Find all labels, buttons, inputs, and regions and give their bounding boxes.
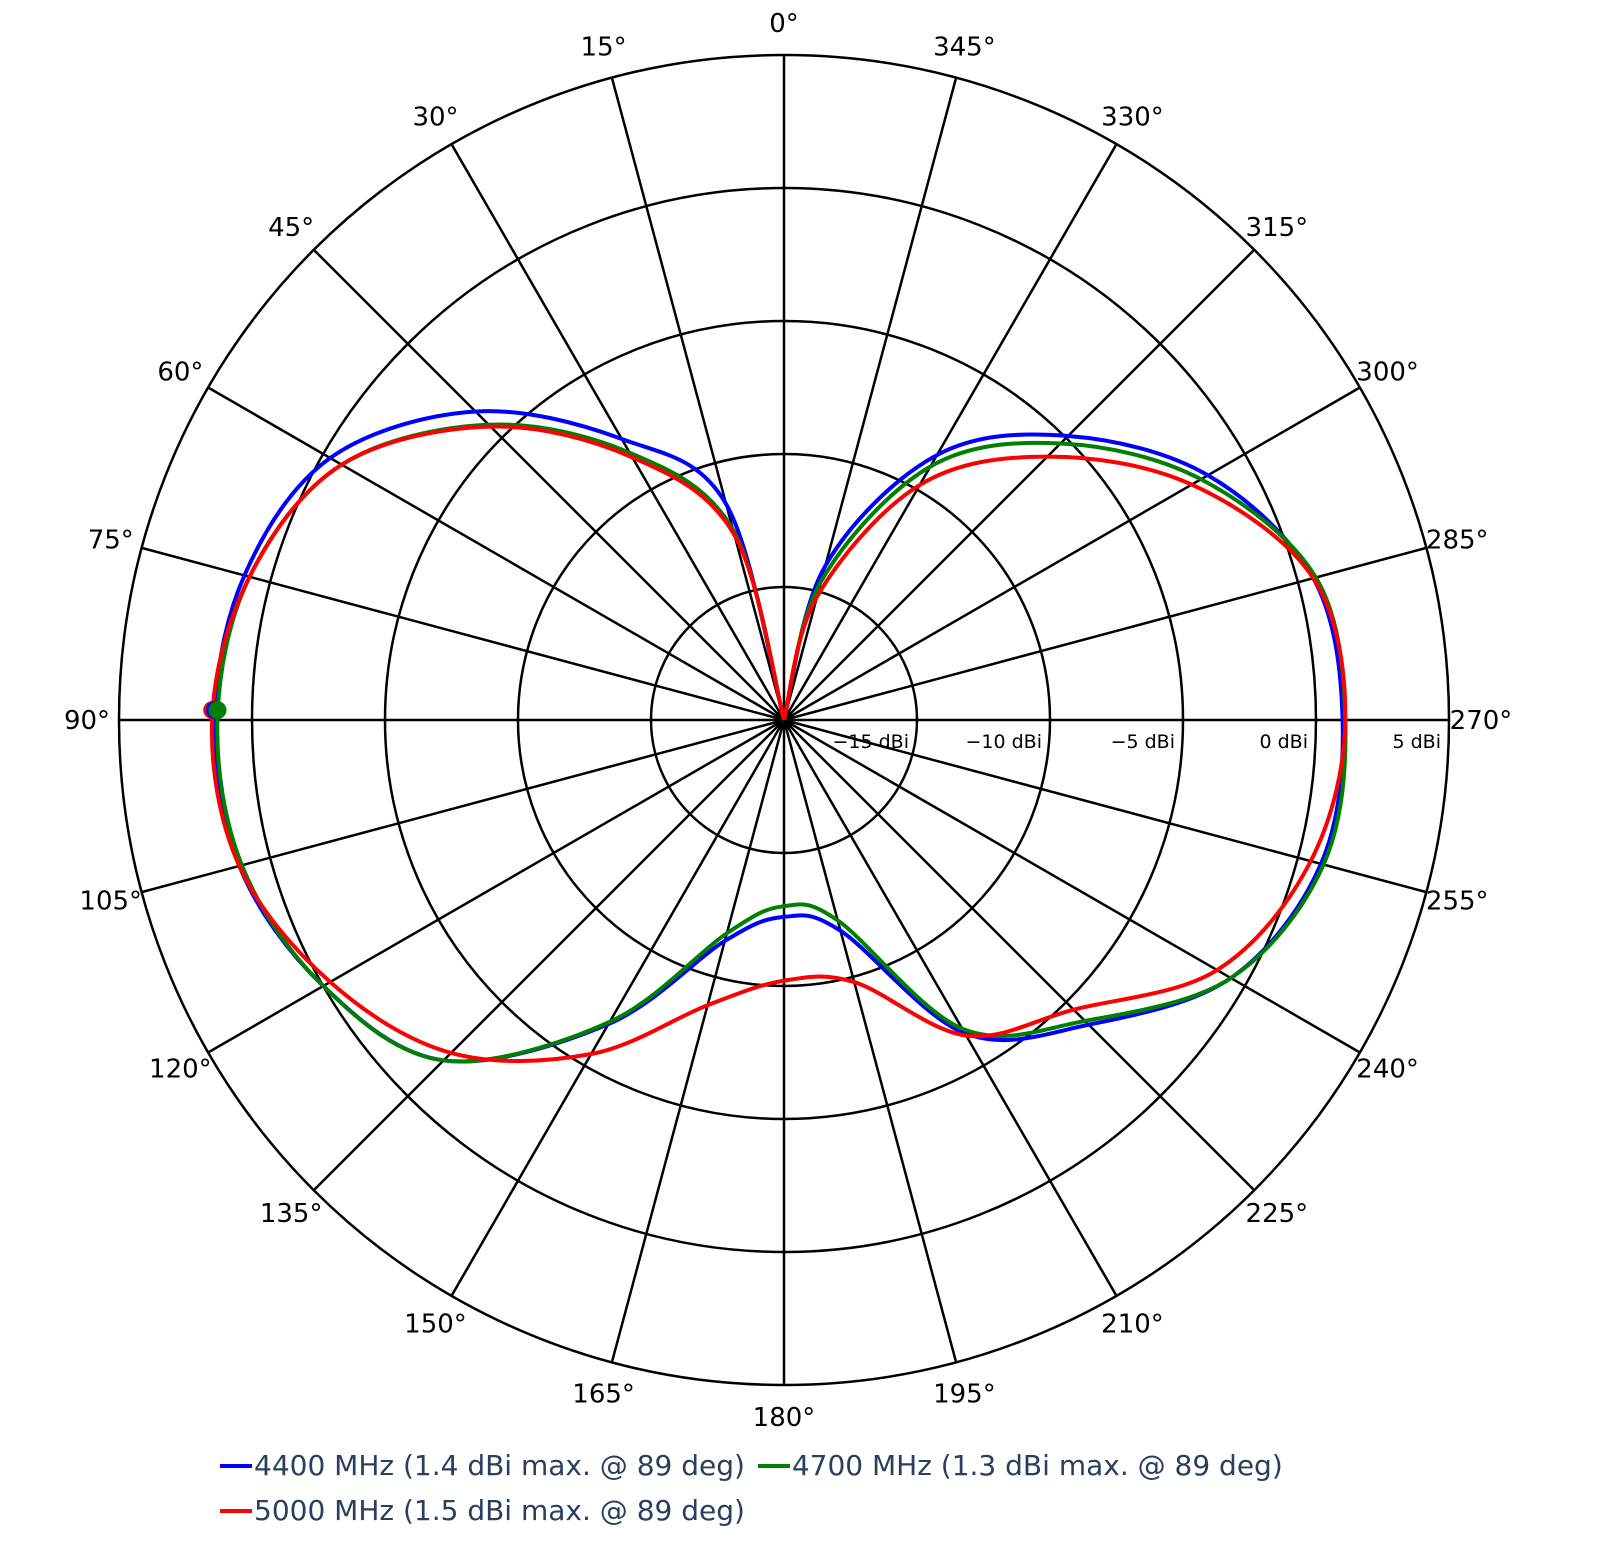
- angular-tick-label: 135°: [260, 1199, 323, 1229]
- angular-tick-label: 315°: [1246, 213, 1309, 243]
- angular-grid-spoke: [782, 77, 958, 721]
- angular-tick-label: 60°: [157, 358, 203, 388]
- legend-label: 4400 MHz (1.4 dBi max. @ 89 deg): [254, 1449, 745, 1482]
- angular-tick-label: 150°: [404, 1310, 467, 1340]
- angular-grid-spoke: [783, 386, 1361, 722]
- angular-tick-label: 105°: [79, 886, 142, 916]
- legend-swatch-icon: [220, 1509, 252, 1513]
- legend-label: 4700 MHz (1.3 dBi max. @ 89 deg): [791, 1449, 1283, 1482]
- angular-grid-spoke: [141, 546, 785, 722]
- angular-grid-spoke: [450, 719, 786, 1297]
- traces: [203, 409, 1348, 1064]
- angular-grid-spoke: [312, 719, 785, 1192]
- angular-tick-label: 45°: [268, 213, 314, 243]
- angular-tick-label: 270°: [1450, 706, 1513, 736]
- legend-item-4400[interactable]: 4400 MHz (1.4 dBi max. @ 89 deg): [220, 1447, 745, 1485]
- angular-tick-label: 210°: [1101, 1310, 1164, 1340]
- axis-labels: 0° 15° 30° 45° 60° 75° 90° 105° 120° 135° 150° 165°…: [64, 9, 1512, 1433]
- legend-label: 5000 MHz (1.5 dBi max. @ 89 deg): [254, 1494, 745, 1527]
- angular-grid-spoke: [207, 386, 785, 722]
- angular-grid-spoke: [207, 718, 785, 1054]
- angular-grid-spoke: [312, 248, 785, 721]
- legend: 4400 MHz (1.4 dBi max. @ 89 deg) 4700 MH…: [220, 1440, 1420, 1530]
- radial-tick-label: −15 dBi: [832, 731, 909, 753]
- angular-grid-spoke: [782, 719, 1118, 1297]
- angular-grid-spoke: [141, 718, 785, 894]
- angular-tick-label: 15°: [581, 33, 627, 63]
- angular-tick-label: 120°: [149, 1055, 212, 1085]
- angular-grid-spoke: [783, 248, 1256, 721]
- angular-tick-label: 30°: [412, 102, 458, 132]
- angular-tick-label: 75°: [88, 526, 134, 556]
- angular-tick-label: 345°: [933, 33, 996, 63]
- angular-tick-label: 195°: [933, 1379, 996, 1409]
- radial-tick-label: −10 dBi: [965, 731, 1042, 753]
- radial-tick-label: 5 dBi: [1392, 731, 1441, 753]
- angular-tick-label: 0°: [769, 9, 799, 39]
- angular-grid-spoke: [450, 143, 786, 721]
- angular-grid-spoke: [782, 143, 1118, 721]
- angular-grid-spoke: [782, 719, 958, 1363]
- angular-tick-label: 285°: [1426, 526, 1489, 556]
- radial-tick-label: 0 dBi: [1259, 731, 1308, 753]
- angular-grid-spoke: [783, 718, 1361, 1054]
- angular-tick-label: 90°: [64, 706, 110, 736]
- angular-tick-label: 300°: [1356, 358, 1419, 388]
- polar-chart: 0° 15° 30° 45° 60° 75° 90° 105° 120° 135° 150° 165°…: [64, 9, 1512, 1433]
- radial-tick-label: −5 dBi: [1111, 731, 1175, 753]
- angular-grid-spoke: [783, 546, 1427, 722]
- angular-tick-label: 180°: [753, 1403, 816, 1433]
- legend-swatch-icon: [220, 1464, 252, 1468]
- angular-tick-label: 255°: [1426, 886, 1489, 916]
- angular-tick-label: 330°: [1101, 102, 1164, 132]
- trace-line: [209, 424, 1348, 1063]
- angular-tick-label: 165°: [572, 1379, 635, 1409]
- angular-grid-spoke: [610, 77, 786, 721]
- angular-tick-label: 240°: [1356, 1055, 1419, 1085]
- legend-swatch-icon: [757, 1464, 790, 1468]
- legend-item-5000[interactable]: 5000 MHz (1.5 dBi max. @ 89 deg): [220, 1492, 745, 1530]
- legend-item-4700[interactable]: 4700 MHz (1.3 dBi max. @ 89 deg): [757, 1447, 1283, 1485]
- angular-grid-spoke: [783, 719, 1256, 1192]
- angular-tick-label: 225°: [1246, 1199, 1309, 1229]
- max-marker: [208, 701, 227, 720]
- angular-grid-spoke: [610, 719, 786, 1363]
- trace-line: [212, 409, 1345, 1064]
